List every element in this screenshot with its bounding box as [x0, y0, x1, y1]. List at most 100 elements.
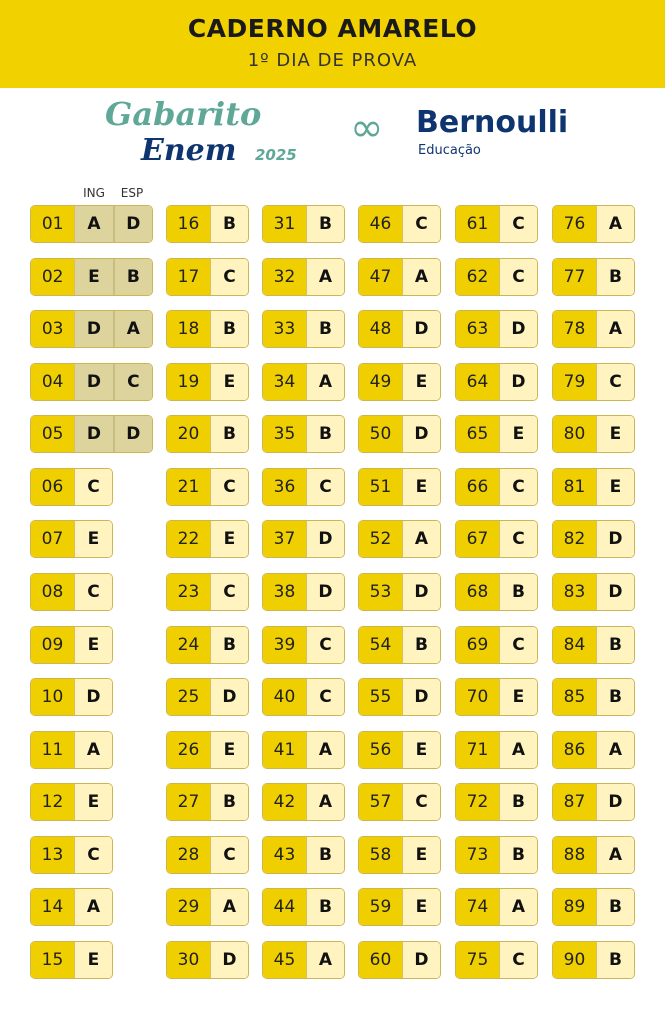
- answer-cell: 42 A: [262, 783, 345, 822]
- answer-letter: C: [209, 573, 248, 610]
- question-number: 29: [167, 889, 210, 926]
- question-number: 24: [167, 626, 210, 663]
- answer-letter: B: [209, 206, 248, 242]
- question-number: 68: [456, 573, 499, 610]
- answer-letter: D: [73, 679, 112, 716]
- answer-letter: A: [305, 258, 344, 295]
- logo-brand-sub: Educação: [418, 143, 481, 158]
- question-number: 42: [263, 784, 306, 821]
- answer-letter: E: [401, 731, 440, 768]
- question-number: 83: [553, 573, 596, 610]
- answer-cell: 86 A: [552, 730, 635, 769]
- answer-letter: C: [498, 258, 537, 295]
- answer-esp: D: [112, 206, 152, 242]
- answer-cell: 27 B: [166, 783, 249, 822]
- answer-cell: 21 C: [166, 467, 249, 506]
- answer-cell: 72 B: [455, 783, 538, 822]
- answer-letter: E: [73, 941, 112, 978]
- infinity-icon: ∞: [350, 105, 384, 151]
- question-number: 02: [31, 258, 75, 295]
- question-number: 46: [359, 206, 402, 242]
- answer-cell: 55 D: [358, 678, 441, 717]
- question-number: 84: [553, 626, 596, 663]
- esp-header: ESP: [120, 186, 144, 200]
- question-number: 20: [167, 416, 210, 453]
- answer-letter: A: [595, 311, 634, 348]
- answer-cell: 41 A: [262, 730, 345, 769]
- answer-ing: A: [74, 206, 113, 242]
- question-number: 05: [31, 416, 75, 453]
- header-banner: CADERNO AMARELO 1º DIA DE PROVA: [0, 0, 665, 88]
- answer-letter: C: [401, 784, 440, 821]
- question-number: 07: [31, 521, 74, 558]
- answer-letter: B: [595, 941, 634, 978]
- answer-letter: E: [595, 416, 634, 453]
- answer-cell: 80 E: [552, 415, 635, 454]
- question-number: 81: [553, 468, 596, 505]
- question-number: 06: [31, 468, 74, 505]
- answer-letter: C: [595, 363, 634, 400]
- answer-cell: 32 A: [262, 257, 345, 296]
- answer-cell: 39 C: [262, 625, 345, 664]
- question-number: 48: [359, 311, 402, 348]
- answer-cell: 57 C: [358, 783, 441, 822]
- answer-cell: 63 D: [455, 310, 538, 349]
- answer-cell: 29 A: [166, 888, 249, 927]
- question-number: 13: [31, 836, 74, 873]
- answer-letter: D: [595, 521, 634, 558]
- answer-cell: 45 A: [262, 940, 345, 979]
- question-number: 51: [359, 468, 402, 505]
- answer-letter: B: [209, 626, 248, 663]
- answer-cell: 06 C: [30, 467, 113, 506]
- question-number: 18: [167, 311, 210, 348]
- page-title: CADERNO AMARELO: [187, 14, 478, 43]
- question-number: 53: [359, 573, 402, 610]
- answer-letter: E: [209, 521, 248, 558]
- answer-letter: D: [498, 363, 537, 400]
- answer-letter: A: [498, 731, 537, 768]
- answer-cell: 59 E: [358, 888, 441, 927]
- answer-letter: E: [401, 889, 440, 926]
- answer-letter: A: [305, 941, 344, 978]
- question-number: 82: [553, 521, 596, 558]
- answer-letter: B: [305, 311, 344, 348]
- answer-cell-language: 02 E B: [30, 257, 153, 296]
- answer-ing: E: [74, 258, 113, 295]
- answer-cell: 28 C: [166, 835, 249, 874]
- question-number: 61: [456, 206, 499, 242]
- answer-cell: 62 C: [455, 257, 538, 296]
- answer-cell: 50 D: [358, 415, 441, 454]
- answer-cell: 70 E: [455, 678, 538, 717]
- answer-cell: 74 A: [455, 888, 538, 927]
- answer-letter: D: [401, 941, 440, 978]
- answer-cell: 14 A: [30, 888, 113, 927]
- answer-letter: B: [305, 206, 344, 242]
- answer-cell-language: 05 D D: [30, 415, 153, 454]
- answer-letter: C: [305, 626, 344, 663]
- answer-letter: C: [73, 468, 112, 505]
- answer-letter: B: [305, 416, 344, 453]
- answer-letter: D: [401, 679, 440, 716]
- question-number: 49: [359, 363, 402, 400]
- question-number: 30: [167, 941, 210, 978]
- answer-letter: A: [401, 521, 440, 558]
- question-number: 76: [553, 206, 596, 242]
- question-number: 25: [167, 679, 210, 716]
- answer-letter: A: [595, 836, 634, 873]
- answer-cell: 61 C: [455, 205, 538, 243]
- question-number: 89: [553, 889, 596, 926]
- answer-cell: 58 E: [358, 835, 441, 874]
- question-number: 31: [263, 206, 306, 242]
- question-number: 54: [359, 626, 402, 663]
- answer-cell: 40 C: [262, 678, 345, 717]
- answer-letter: B: [209, 311, 248, 348]
- answer-letter: B: [595, 626, 634, 663]
- question-number: 66: [456, 468, 499, 505]
- answer-cell: 10 D: [30, 678, 113, 717]
- answer-letter: E: [73, 626, 112, 663]
- question-number: 70: [456, 679, 499, 716]
- answer-cell: 19 E: [166, 362, 249, 401]
- answer-cell: 30 D: [166, 940, 249, 979]
- answer-letter: A: [595, 206, 634, 242]
- question-number: 78: [553, 311, 596, 348]
